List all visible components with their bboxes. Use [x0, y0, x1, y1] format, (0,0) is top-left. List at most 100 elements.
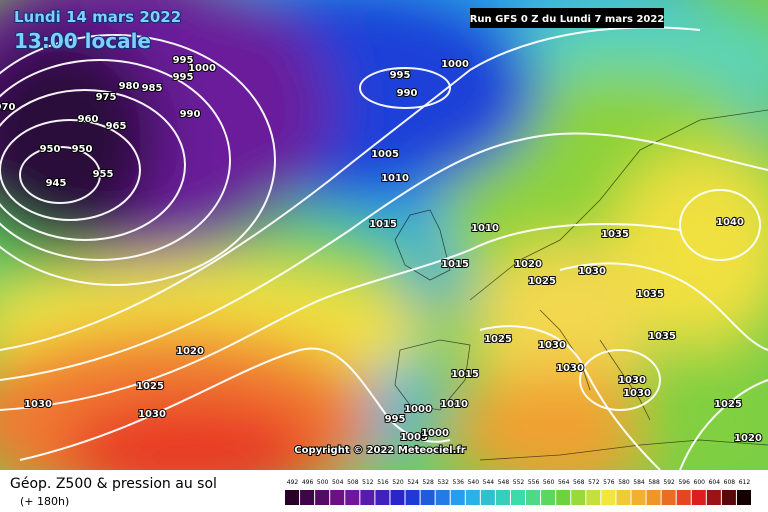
scale-label: 544 [483, 479, 495, 486]
scale-swatch [450, 490, 465, 505]
scale-swatch [480, 490, 495, 505]
isobar-label: 1030 [618, 375, 646, 386]
scale-swatch [661, 490, 676, 505]
scale-label: 524 [407, 479, 419, 486]
isobar-label: 1025 [714, 399, 742, 410]
isobar-label: 1030 [538, 340, 566, 351]
scale-swatch [375, 490, 390, 505]
scale-label: 548 [498, 479, 510, 486]
scale-swatch [315, 490, 330, 505]
isobar-label: 1035 [601, 229, 629, 240]
isobar [19, 347, 451, 461]
scale-swatch [631, 490, 646, 505]
scale-label: 568 [573, 479, 585, 486]
scale-label: 496 [302, 479, 314, 486]
isobar-label: 1020 [176, 346, 204, 357]
isobar-label: 1000 [421, 428, 449, 439]
isobar-label: 1000 [404, 404, 432, 415]
isobar-label: 1030 [556, 363, 584, 374]
run-info: Run GFS 0 Z du Lundi 7 mars 2022 [470, 14, 665, 25]
coastlines [394, 109, 768, 461]
isobar-label: 1000 [441, 59, 469, 70]
isobar-label: 1010 [471, 223, 499, 234]
isobar [679, 189, 761, 261]
isobar [359, 67, 451, 109]
scale-label: 588 [648, 479, 660, 486]
copyright: Copyright © 2022 Meteociel.fr [294, 445, 465, 456]
isobar-label: 1025 [484, 334, 512, 345]
scale-swatch [616, 490, 631, 505]
isobar-label: 1030 [138, 409, 166, 420]
scale-swatch [330, 490, 345, 505]
scale-swatch [541, 490, 556, 505]
isobar-label: 1015 [441, 259, 469, 270]
isobar-label: 1020 [734, 433, 762, 444]
isobar-labels: 9951000995995990100098098597597096096599… [0, 54, 763, 445]
isobar-label: 1025 [528, 276, 556, 287]
isobar-label: 1005 [400, 432, 428, 443]
scale-label: 492 [287, 479, 299, 486]
isobar-label: 955 [93, 169, 114, 180]
scale-swatch [495, 490, 510, 505]
scale-label: 592 [663, 479, 675, 486]
scale-swatch [465, 490, 480, 505]
scale-swatch [360, 490, 375, 505]
isobar [579, 349, 661, 411]
isobar-label: 1015 [369, 219, 397, 230]
isobar [19, 146, 101, 204]
isobar-label: 1000 [188, 63, 216, 74]
scale-swatch [300, 490, 315, 505]
scale-swatch [556, 490, 571, 505]
isobar [0, 132, 768, 381]
scale-swatch [586, 490, 601, 505]
scale-label: 532 [437, 479, 449, 486]
isobar [479, 325, 661, 470]
scale-label: 612 [739, 479, 751, 486]
scale-label: 576 [603, 479, 615, 486]
scale-label: 560 [543, 479, 555, 486]
scale-swatch [420, 490, 435, 505]
scale-label: 572 [588, 479, 600, 486]
coastline [394, 339, 471, 411]
isobar-label: 950 [40, 144, 61, 155]
coastline [394, 209, 451, 281]
scale-swatch [691, 490, 706, 505]
scale-label: 596 [678, 479, 690, 486]
isobar-label: 970 [0, 102, 15, 113]
scale-label: 604 [709, 479, 721, 486]
isobar-label: 1015 [451, 369, 479, 380]
isobar-label: 995 [390, 70, 411, 81]
isobar-label: 1040 [716, 217, 744, 228]
forecast-time: 13:00 locale [14, 29, 151, 53]
isobar-label: 990 [180, 109, 201, 120]
scale-label: 528 [422, 479, 434, 486]
field-zone [60, 400, 320, 470]
coastline [479, 439, 768, 461]
color-scale: 492 496 500 504 508 512 516 520 524 528 532 536 540 5… [285, 479, 751, 505]
isobar-label: 1020 [514, 259, 542, 270]
scale-swatch [601, 490, 616, 505]
isobar [559, 262, 768, 351]
isobar-label: 1030 [24, 399, 52, 410]
scale-label: 540 [468, 479, 480, 486]
isobar-label: 1030 [578, 266, 606, 277]
isobar-label: 995 [385, 414, 406, 425]
scale-label: 556 [528, 479, 540, 486]
scale-label: 600 [694, 479, 706, 486]
isobar-label: 990 [397, 88, 418, 99]
legend-lead: (+ 180h) [20, 495, 69, 508]
isobar-label: 980 [119, 81, 140, 92]
isobar [0, 89, 186, 241]
field-zone [610, 150, 768, 350]
scale-label: 504 [332, 479, 344, 486]
scale-label: 500 [317, 479, 329, 486]
scale-label: 564 [558, 479, 570, 486]
scale-label: 508 [347, 479, 359, 486]
scale-label: 516 [377, 479, 389, 486]
scale-swatch [345, 490, 360, 505]
isobar-label: 1010 [381, 173, 409, 184]
coastline [599, 339, 651, 421]
scale-swatch [721, 490, 736, 505]
